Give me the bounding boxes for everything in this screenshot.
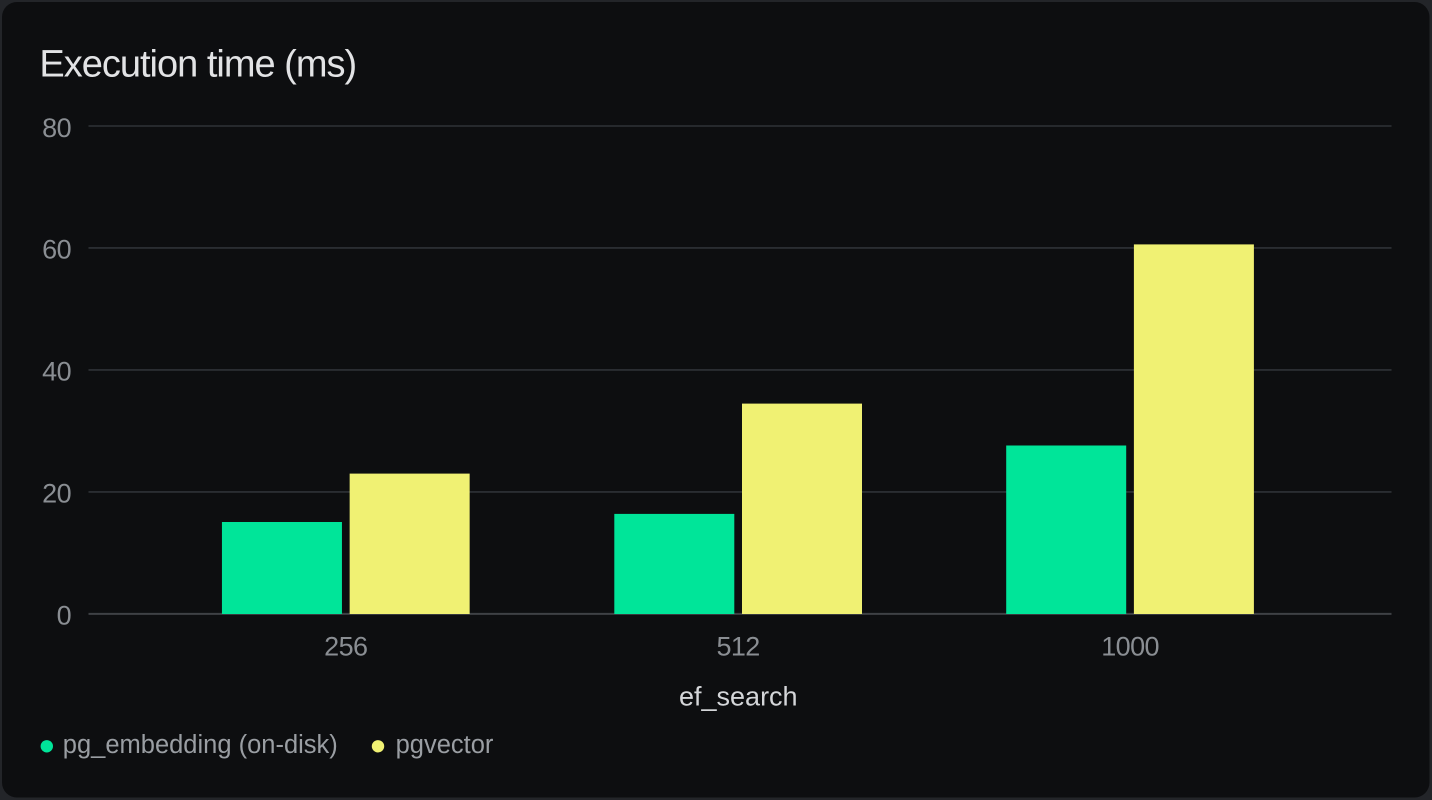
svg-text:Execution time (ms): Execution time (ms) bbox=[39, 43, 356, 85]
svg-text:80: 80 bbox=[42, 113, 71, 143]
svg-text:256: 256 bbox=[324, 632, 367, 662]
svg-text:pg_embedding (on-disk): pg_embedding (on-disk) bbox=[63, 731, 338, 759]
svg-text:1000: 1000 bbox=[1101, 632, 1159, 662]
svg-text:512: 512 bbox=[716, 632, 759, 662]
svg-text:pgvector: pgvector bbox=[396, 731, 494, 759]
svg-text:40: 40 bbox=[42, 356, 71, 386]
svg-text:20: 20 bbox=[42, 478, 71, 508]
svg-text:60: 60 bbox=[42, 234, 71, 264]
svg-text:ef_search: ef_search bbox=[679, 681, 798, 711]
svg-text:0: 0 bbox=[57, 600, 71, 630]
